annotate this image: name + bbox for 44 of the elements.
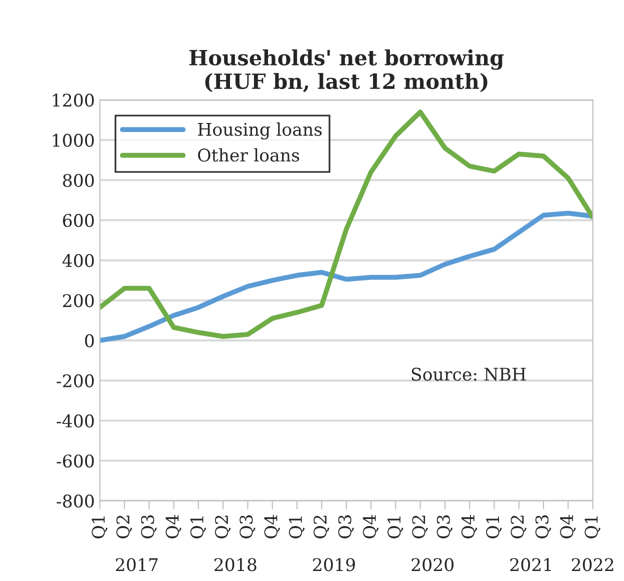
y-tick-label: 800 (63, 174, 94, 187)
x-tick-label: Q2 (412, 516, 428, 538)
x-tick-label: Q2 (214, 516, 231, 538)
text: 2020 (412, 558, 454, 572)
x-tick-label: Q1 (486, 516, 502, 538)
text: 2022 (572, 558, 614, 572)
x-tick-label: Q4 (264, 514, 280, 538)
y-tick-label: -200 (56, 374, 94, 388)
y-tick-label: 400 (62, 254, 94, 268)
text: 2021 (510, 558, 551, 572)
y-tick-label: -600 (56, 454, 94, 468)
y-tick-label: 1200 (52, 94, 94, 107)
text: 2017 (116, 558, 158, 572)
x-tick-label: Q1 (288, 516, 305, 538)
x-tick-label: Q1 (190, 516, 206, 538)
x-tick-label: Q4 (461, 514, 478, 538)
text: 2019 (313, 558, 355, 572)
legend-label: Housing loans (198, 122, 322, 140)
x-tick-label: Q3 (338, 515, 354, 538)
x-tick-label: Q1 (92, 516, 108, 538)
line-series (100, 210, 593, 343)
line-series (100, 110, 593, 339)
x-tick-label: Q4 (362, 514, 379, 538)
y-tick-label: -800 (56, 494, 94, 508)
x-tick-label: Q3 (436, 515, 452, 538)
y-tick-label: 1000 (52, 134, 94, 147)
x-tick-label: Q1 (388, 516, 404, 538)
x-tick-label: Q2 (510, 516, 526, 538)
legend-label: Other loans (198, 148, 300, 162)
x-tick-label: Q2 (116, 516, 132, 538)
y-tick-label: 200 (63, 294, 94, 308)
y-tick-label: 600 (63, 214, 94, 228)
y-tick-label: -400 (56, 414, 94, 428)
x-tick-label: Q3 (240, 515, 256, 538)
x-tick-label: Q4 (166, 514, 182, 538)
x-tick-label: Q1 (584, 516, 600, 538)
annotation: Source: NBH (412, 368, 526, 381)
text: 2018 (214, 558, 256, 572)
chart-title: Households' net borrowing (HUF bn, last 12 month) (189, 49, 504, 92)
x-tick-label: Q3 (535, 515, 552, 538)
y-tick-label: 0 (85, 334, 94, 348)
x-tick-label: Q2 (314, 516, 330, 538)
x-tick-label: Q3 (141, 515, 157, 538)
x-tick-label: Q4 (560, 514, 576, 538)
